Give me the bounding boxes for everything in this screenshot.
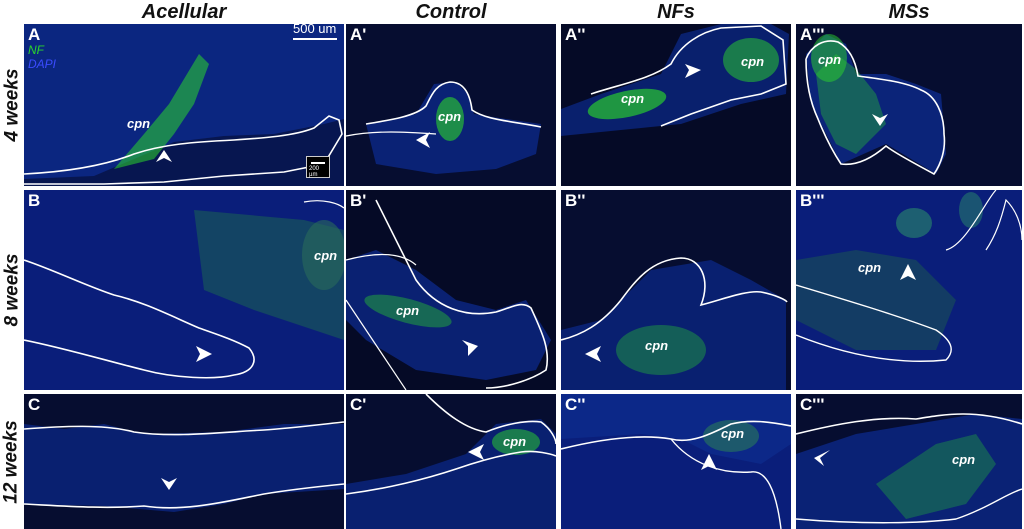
micrograph-panel-A: A NF DAPI cpn (24, 24, 344, 186)
micrograph-panel-A-triple-prime: A''' cpn (796, 24, 1022, 186)
panel-label: A (28, 25, 41, 44)
cpn-label-secondary: cpn (741, 54, 765, 69)
panel-label: C'' (565, 395, 586, 414)
cpn-label: cpn (721, 426, 745, 441)
micrograph-panel-C-triple-prime: C''' cpn (796, 394, 1022, 529)
cpn-label: cpn (952, 452, 976, 467)
micrograph-panel-B: B cpn (24, 190, 344, 390)
cpn-label: cpn (858, 260, 882, 275)
micrograph-panel-B-double-prime: B'' cpn (561, 190, 791, 390)
cpn-label: cpn (645, 338, 669, 353)
cpn-label: cpn (621, 91, 645, 106)
micrograph-panel-A-prime: A' cpn (346, 24, 556, 186)
cpn-label: cpn (438, 109, 462, 124)
cpn-label: cpn (818, 52, 842, 67)
arrowhead-icon (701, 454, 717, 470)
column-title-mss: MSs (888, 1, 930, 23)
micrograph-panel-C: C (24, 394, 344, 529)
arrowhead-icon (161, 478, 177, 490)
panel-label: C' (350, 395, 367, 414)
panel-label: B (28, 191, 41, 210)
row-title-12-weeks: 12 weeks (1, 419, 22, 504)
micrograph-panel-A-double-prime: A'' cpn cpn (561, 24, 791, 186)
column-title-control: Control (415, 1, 487, 23)
arrowhead-icon (416, 132, 430, 148)
cpn-label: cpn (503, 434, 527, 449)
legend-dapi: DAPI (28, 57, 57, 71)
panel-label: B''' (800, 191, 825, 210)
panel-label: B' (350, 191, 367, 210)
scale-bar (293, 38, 337, 40)
row-title-4-weeks: 4 weeks (1, 68, 22, 142)
row-title-8-weeks: 8 weeks (1, 253, 22, 327)
arrowhead-icon (462, 340, 478, 356)
panel-label: B'' (565, 191, 586, 210)
scale-bar-label: 500 um (293, 21, 337, 36)
arrowhead-icon (685, 64, 701, 78)
arrowhead-icon (900, 264, 916, 280)
inset-scale-bar: 200 µm (306, 156, 330, 178)
panel-label: C (28, 395, 41, 414)
arrowhead-icon (156, 150, 172, 162)
column-title-acellular: Acellular (141, 1, 227, 23)
cpn-label: cpn (314, 248, 338, 263)
cpn-label: cpn (127, 116, 151, 131)
panel-label: C''' (800, 395, 825, 414)
panel-label: A' (350, 25, 367, 44)
arrowhead-icon (585, 346, 601, 362)
column-title-nfs: NFs (657, 1, 695, 23)
micrograph-panel-B-triple-prime: B''' cpn (796, 190, 1022, 390)
panel-label: A'' (565, 25, 586, 44)
arrowhead-icon (468, 444, 484, 460)
micrograph-panel-C-double-prime: C'' cpn (561, 394, 791, 529)
arrowhead-icon (872, 114, 888, 126)
arrowhead-icon (814, 450, 830, 466)
micrograph-panel-B-prime: B' cpn (346, 190, 556, 390)
panel-label: A''' (800, 25, 825, 44)
arrowhead-icon (196, 346, 212, 362)
legend-nf: NF (28, 43, 44, 57)
micrograph-panel-C-prime: C' cpn (346, 394, 556, 529)
cpn-label: cpn (396, 303, 420, 318)
